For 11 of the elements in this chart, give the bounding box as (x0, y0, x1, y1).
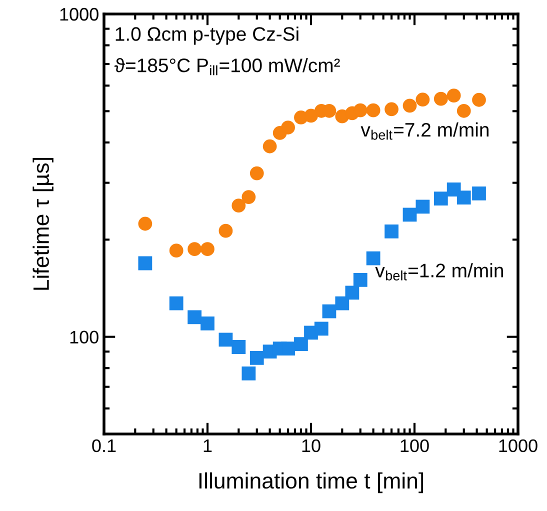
x-tick-label: 1000 (499, 439, 538, 452)
annotation: v$_{belt}$=7.2 m/min (360, 122, 488, 140)
x-tick-label: 100 (400, 439, 429, 452)
annotation: 1.0 Ωcm p-type Cz-Si (116, 26, 298, 45)
x-tick-label: 0.1 (92, 439, 116, 452)
x-tick-label: 1 (204, 440, 212, 452)
x-axis-title: Illumination time t [min] (199, 472, 424, 494)
y-axis-title: Lifetime τ [µs] (32, 158, 54, 290)
annotation: ϑ=185°C P$_{ill}$=100 mW/cm² (114, 58, 340, 76)
x-tick-label: 10 (302, 439, 320, 452)
annotation: v$_{belt}$=1.2 m/min (375, 263, 503, 280)
